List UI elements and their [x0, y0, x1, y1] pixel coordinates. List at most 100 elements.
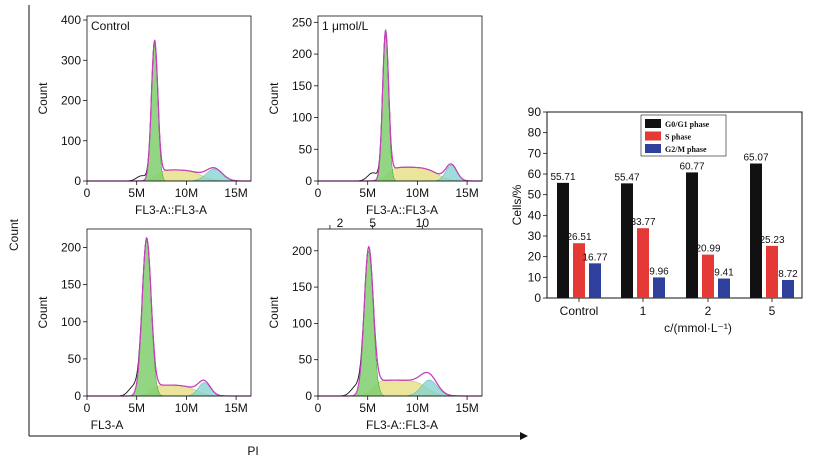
- histogram-x-tick-label: 15M: [224, 401, 247, 415]
- cell-cycle-bar-chart: Cells/% c/(mmol·L⁻¹) 0 10 20 30 40 50 60 70 80 90…: [510, 105, 803, 335]
- bar-y-tick-label: 90: [528, 105, 542, 119]
- histogram-panel-1umol: 1 μmol/L FL3-A::FL3-A Count 0 50 100 150 200…: [267, 15, 483, 217]
- histogram-x-tick-label: 15M: [224, 186, 247, 200]
- outer-y-label: Count: [7, 218, 21, 251]
- histogram-x-tick-label: 0: [315, 186, 322, 200]
- bar: [573, 243, 585, 298]
- bar: [557, 182, 569, 298]
- histogram-y-label: Count: [267, 82, 281, 115]
- legend-label: S phase: [665, 133, 691, 142]
- histogram-y-tick-label: 300: [61, 53, 81, 67]
- bar-x-tick-label: 1: [640, 304, 647, 318]
- bar-y-tick-label: 0: [534, 291, 541, 305]
- histogram-x-tick-label: 5M: [359, 401, 376, 415]
- legend-label: G0/G1 phase: [665, 120, 710, 129]
- bar-y-tick-label: 60: [528, 167, 542, 181]
- histogram-x-tick-label: 15M: [455, 401, 478, 415]
- histogram-label: Control: [91, 19, 130, 33]
- bar-data-label: 9.96: [649, 266, 669, 277]
- histogram-y-tick-label: 0: [74, 174, 81, 188]
- histogram-x-tick-label: 5M: [128, 401, 145, 415]
- histogram-y-label: Count: [36, 296, 50, 329]
- legend-label: G2/M phase: [665, 145, 707, 154]
- histogram-x-tick-label: 0: [315, 401, 322, 415]
- histogram-model-line: [87, 39, 251, 182]
- bar-data-label: 25.23: [759, 235, 784, 246]
- bar-chart-legend: G0/G1 phase S phase G2/M phase: [640, 114, 727, 157]
- bar-data-label: 55.71: [550, 172, 575, 183]
- bar: [589, 263, 601, 298]
- legend-swatch: [645, 144, 661, 153]
- histogram-y-tick-label: 100: [292, 316, 312, 330]
- histogram-frame: [86, 228, 252, 397]
- bar-data-label: 9.41: [714, 268, 734, 279]
- histogram-top-tick-label: 5: [369, 216, 376, 230]
- histogram-y-tick-label: 100: [292, 111, 312, 125]
- bar-data-label: 8.72: [778, 269, 798, 280]
- histogram-y-tick-label: 200: [61, 241, 81, 255]
- bar: [750, 163, 762, 298]
- histogram-y-tick-label: 100: [61, 315, 81, 329]
- bar: [686, 172, 698, 298]
- bar-data-label: 33.77: [630, 217, 655, 228]
- histogram-g1-fill: [318, 35, 482, 182]
- histogram-s-phase-fill: [318, 379, 482, 397]
- bar: [653, 277, 665, 298]
- bar-data-label: 20.99: [695, 244, 720, 255]
- histogram-y-tick-label: 50: [299, 353, 313, 367]
- histogram-data-line: [87, 237, 251, 397]
- bar-data-label: 55.47: [614, 172, 639, 183]
- bar-data-label: 65.07: [743, 153, 768, 164]
- bar-y-tick-label: 50: [528, 188, 542, 202]
- bar-y-tick-label: 40: [528, 208, 542, 222]
- histogram-y-tick-label: 50: [299, 142, 313, 156]
- histogram-data-line: [318, 245, 482, 397]
- histogram-y-tick-label: 150: [292, 280, 312, 294]
- bar: [782, 279, 794, 298]
- bar-y-tick-label: 10: [528, 270, 542, 284]
- histogram-panel-2mmol: FL3-A Count 0 50 100 150 200 0 5M 10M 15M: [36, 228, 252, 432]
- legend-swatch: [645, 131, 661, 141]
- bar-chart-y-label: Cells/%: [510, 184, 524, 225]
- histogram-area: [87, 39, 251, 182]
- histogram-y-tick-label: 50: [68, 352, 82, 366]
- histogram-g1-fill: [87, 44, 251, 182]
- histogram-x-tick-label: 5M: [359, 186, 376, 200]
- histogram-x-tick-label: 10M: [175, 401, 198, 415]
- histogram-area: [318, 245, 482, 397]
- histogram-y-tick-label: 200: [292, 244, 312, 258]
- histogram-data-line: [318, 29, 482, 182]
- histogram-g1-fill: [318, 250, 482, 397]
- histogram-top-tick-label: 10: [416, 216, 430, 230]
- histogram-y-tick-label: 200: [61, 94, 81, 108]
- bar: [766, 245, 778, 298]
- outer-x-label: PI: [247, 444, 258, 458]
- histogram-x-label: FL3-A::FL3-A: [366, 418, 438, 432]
- histogram-y-tick-label: 150: [61, 278, 81, 292]
- histogram-x-tick-label: 0: [84, 401, 91, 415]
- bar-x-tick-label: 5: [769, 304, 776, 318]
- histogram-frame: [317, 228, 483, 397]
- bar: [718, 278, 730, 298]
- bar-data-label: 16.77: [582, 252, 607, 263]
- histogram-data-line: [87, 39, 251, 182]
- histogram-panel-control: Control FL3-A::FL3-A Count 0 100 200 300 400…: [36, 13, 252, 217]
- histogram-y-tick-label: 250: [292, 15, 312, 29]
- outer-x-arrow: [520, 432, 528, 440]
- histogram-y-tick-label: 200: [292, 47, 312, 61]
- histogram-label: 1 μmol/L: [322, 19, 369, 33]
- histogram-frame: [317, 15, 483, 182]
- histogram-s-phase-fill: [87, 384, 251, 397]
- bar-chart-x-label: c/(mmol·L⁻¹): [664, 321, 732, 335]
- histogram-y-tick-label: 100: [61, 134, 81, 148]
- histogram-area: [318, 29, 482, 182]
- histogram-x-label: FL3-A::FL3-A: [366, 203, 438, 217]
- histogram-y-tick-label: 0: [305, 174, 312, 188]
- bar-y-tick-label: 80: [528, 126, 542, 140]
- histogram-model-line: [318, 29, 482, 182]
- histogram-y-label: Count: [267, 296, 281, 329]
- bar-data-label: 26.51: [566, 232, 591, 243]
- histogram-g1-fill: [87, 239, 251, 397]
